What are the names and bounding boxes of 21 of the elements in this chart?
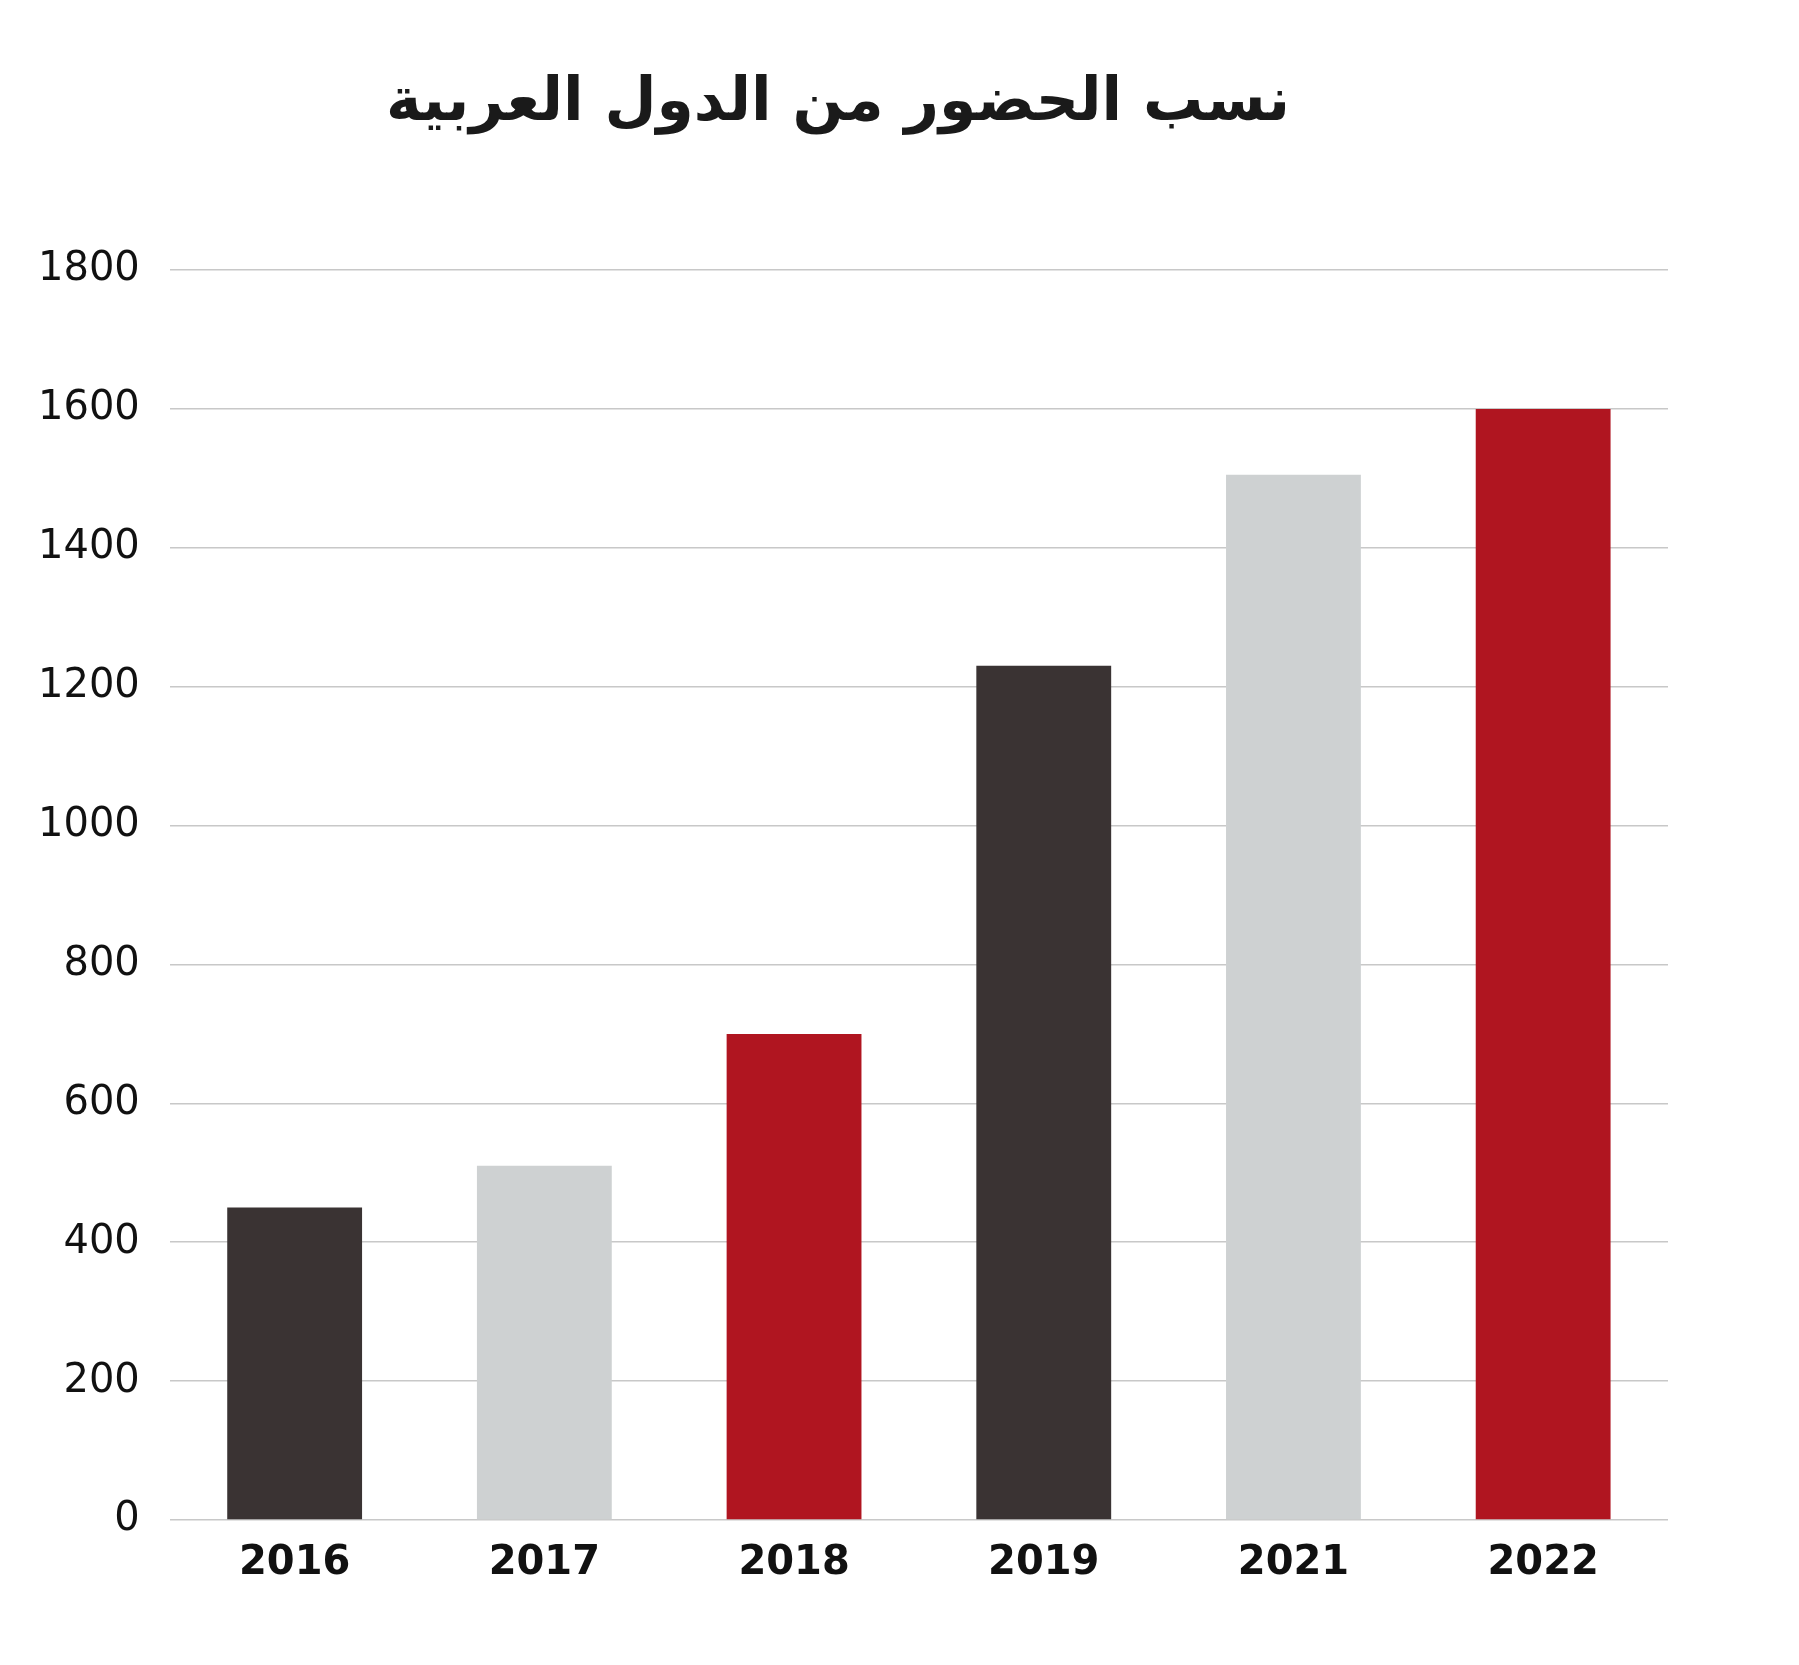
y-tick-label: 1000	[38, 798, 140, 845]
y-tick-label: 0	[114, 1493, 140, 1540]
x-tick-label: 2016	[238, 1537, 351, 1584]
x-tick-label: 2021	[1237, 1537, 1350, 1584]
bar	[726, 1033, 862, 1520]
x-tick-label: 2022	[1487, 1537, 1599, 1584]
x-tick-label: 2018	[738, 1537, 850, 1584]
y-tick-label: 1400	[38, 521, 140, 568]
y-tick-label: 200	[63, 1354, 140, 1401]
y-tick-label: 400	[63, 1215, 140, 1262]
x-tick-label: 2017	[488, 1537, 601, 1584]
y-tick-label: 600	[63, 1076, 140, 1123]
y-tick-label: 800	[63, 937, 140, 984]
y-tick-label: 1600	[38, 382, 140, 429]
bar	[976, 665, 1112, 1520]
x-tick-label: 2019	[988, 1537, 1100, 1584]
y-tick-label: 1200	[38, 660, 140, 707]
y-tick-label: 1800	[38, 243, 140, 290]
chart-title: نسب الحضور من الدول العربية	[385, 63, 1291, 135]
bar	[1475, 408, 1611, 1520]
bar	[227, 1207, 363, 1520]
